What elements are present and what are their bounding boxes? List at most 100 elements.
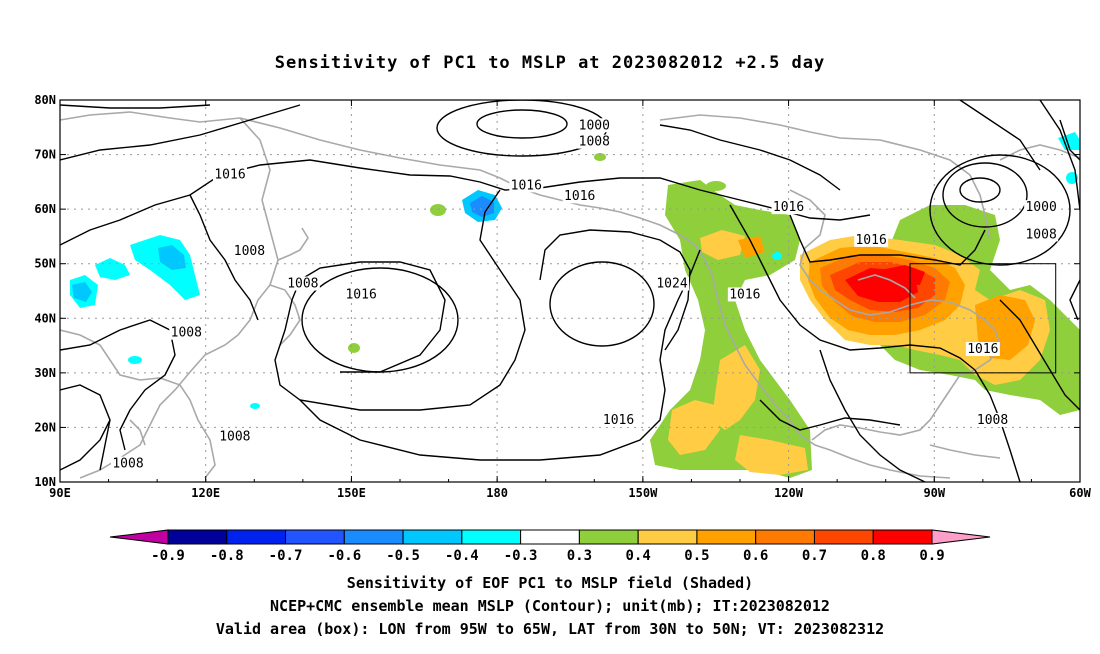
colorbar-left-arrow xyxy=(109,529,169,545)
shade-cyan-ne xyxy=(1058,132,1080,150)
colorbar: -0.9 -0.8 -0.7 -0.6 -0.5 -0.4 -0.3 0.3 0.4 0.5 0.6… xyxy=(109,529,991,564)
colorbar-box xyxy=(461,529,522,545)
shade-yellow-gulf xyxy=(735,435,808,475)
shade-yellow-mexico xyxy=(712,345,760,430)
shade-yellow-baja xyxy=(668,400,720,455)
shaded-sensitivity xyxy=(70,132,1080,478)
colorbar-label: 0.4 xyxy=(626,548,651,564)
lat-tick-label: 10N xyxy=(34,475,56,489)
contour-label: 1016 xyxy=(214,167,245,182)
caption-line-1: Sensitivity of EOF PC1 to MSLP field (Sh… xyxy=(347,574,753,592)
contour-label-bg xyxy=(965,342,1000,357)
lon-tick-label: 60W xyxy=(1069,486,1091,500)
latitude-axis: 80N 70N 60N 50N 40N 30N 20N 10N xyxy=(34,93,1080,489)
colorbar-label: 0.3 xyxy=(567,548,592,564)
contour-label: 1016 xyxy=(855,233,886,248)
contour-labels: 1000 1008 1016 1016 1016 1016 1016 1008 1008 1016… xyxy=(111,118,1059,472)
shade-cyan-asia-d xyxy=(128,356,142,364)
caption-line-3: Valid area (box): LON from 95W to 65W, L… xyxy=(216,620,884,638)
lon-tick-label: 90W xyxy=(923,486,945,500)
shade-red-core-east xyxy=(880,265,925,285)
lon-tick-label: 150W xyxy=(628,486,658,500)
contour-label-bg xyxy=(169,325,204,340)
map-frame xyxy=(59,99,1081,483)
colorbar-label: 0.6 xyxy=(743,548,768,564)
contour-label-bg xyxy=(577,134,612,149)
contour-label-bg xyxy=(111,456,145,471)
colorbar-box xyxy=(696,529,757,545)
contour-label: 1000 xyxy=(1025,200,1056,215)
lat-tick-label: 70N xyxy=(34,148,56,162)
shade-yellow-bc xyxy=(700,230,745,260)
lat-tick-label: 40N xyxy=(34,311,56,325)
lat-tick-label: 80N xyxy=(34,93,56,107)
lon-tick-label: 150E xyxy=(337,486,366,500)
grid-lines xyxy=(60,100,1080,482)
contour-label: 1016 xyxy=(511,178,542,193)
colorbar-box xyxy=(872,529,933,545)
contour-label-bg xyxy=(1024,200,1059,215)
map-content: 1000 1008 1016 1016 1016 1016 1016 1008 1008 1016… xyxy=(60,100,1080,482)
longitude-axis: 90E 120E 150E 180 150W 120W 90W 60W xyxy=(49,100,1092,500)
contour-label: 1008 xyxy=(1025,227,1056,242)
shade-green-small-a xyxy=(430,204,446,216)
colorbar-label: 0.7 xyxy=(802,548,827,564)
colorbar-box xyxy=(813,529,874,545)
contour-label: 1008 xyxy=(171,326,202,341)
shade-orange-bc xyxy=(738,236,765,258)
contour-label: 1008 xyxy=(234,244,265,259)
contour-label-bg xyxy=(727,287,762,302)
contour-label: 1016 xyxy=(729,287,760,302)
shade-cyan-dateline-core xyxy=(470,196,494,217)
shade-green-small-d xyxy=(706,181,726,191)
colorbar-right-arrow xyxy=(931,529,991,545)
contour-label: 1008 xyxy=(219,429,250,444)
contour-label-bg xyxy=(562,189,597,204)
contour-label: 1008 xyxy=(579,135,610,150)
contour-label-bg xyxy=(232,243,267,258)
contour-label-bg xyxy=(854,232,889,247)
colorbar-label: -0.9 xyxy=(151,548,185,564)
colorbar-label: -0.5 xyxy=(386,548,420,564)
contour-label-bg xyxy=(655,276,689,291)
colorbar-label: 0.9 xyxy=(919,548,944,564)
contour-label: 1024 xyxy=(656,277,687,292)
valid-area-box xyxy=(909,263,1057,374)
contour-label: 1008 xyxy=(287,277,318,292)
contour-label-bg xyxy=(509,178,544,193)
contour-label-bg xyxy=(217,429,252,444)
contour-label: 1016 xyxy=(564,189,595,204)
contour-label: 1016 xyxy=(773,200,804,215)
contour-label-bg xyxy=(601,412,636,427)
colorbar-box xyxy=(520,529,580,545)
lat-tick-label: 50N xyxy=(34,257,56,271)
contour-label-bg xyxy=(1024,227,1059,242)
colorbar-box xyxy=(167,529,228,545)
contour-label: 1016 xyxy=(345,287,376,302)
colorbar-label: 0.5 xyxy=(684,548,709,564)
shade-green-small-c xyxy=(594,153,606,161)
shade-cyan-asia-e xyxy=(250,403,260,409)
lat-tick-label: 60N xyxy=(34,202,56,216)
contour-label: 1008 xyxy=(977,413,1008,428)
shade-cyan-asia-core-b xyxy=(72,282,92,302)
lat-tick-label: 30N xyxy=(34,366,56,380)
caption-line-2: NCEP+CMC ensemble mean MSLP (Contour); u… xyxy=(270,597,830,615)
contour-label-bg xyxy=(213,167,247,182)
contour-label-bg xyxy=(975,412,1010,427)
shade-cyan-hudson xyxy=(772,252,782,260)
contour-label-bg xyxy=(344,287,379,302)
contour-label-bg xyxy=(285,276,320,291)
colorbar-label: 0.8 xyxy=(861,548,886,564)
contour-label: 1000 xyxy=(579,118,610,133)
contour-label: 1016 xyxy=(967,342,998,357)
colorbar-box xyxy=(343,529,404,545)
contour-label: 1016 xyxy=(603,413,634,428)
colorbar-label: -0.4 xyxy=(445,548,479,564)
colorbar-box xyxy=(637,529,698,545)
colorbar-label: -0.7 xyxy=(269,548,303,564)
colorbar-label: -0.8 xyxy=(210,548,244,564)
colorbar-box xyxy=(578,529,639,545)
